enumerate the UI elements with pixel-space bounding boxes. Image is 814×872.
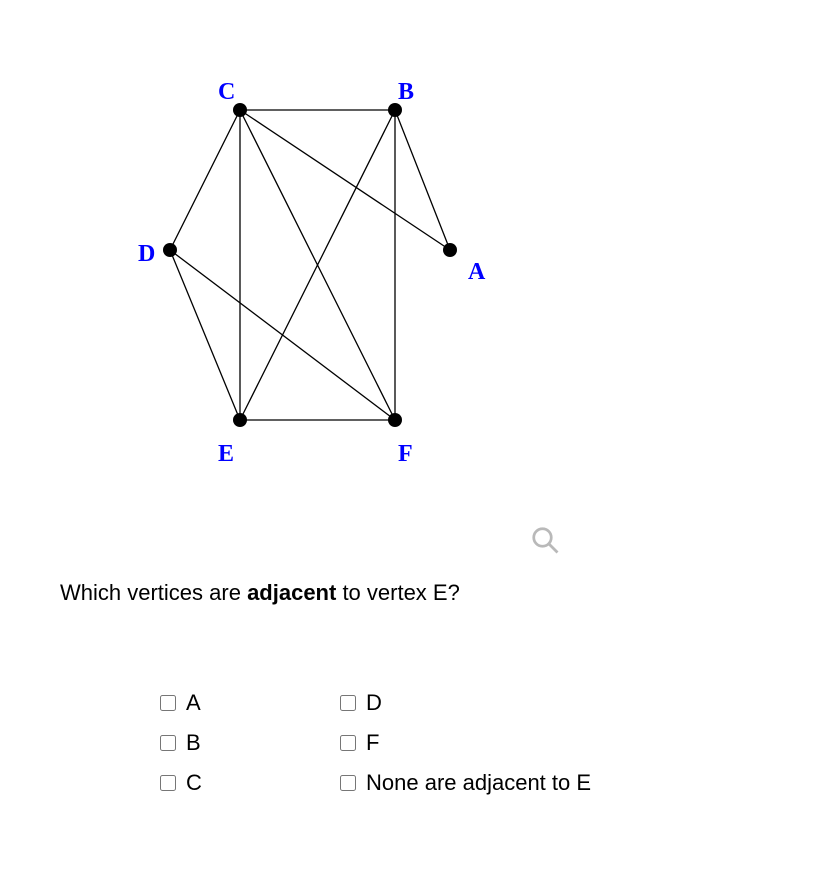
graph-diagram: ABCDEF — [100, 50, 600, 480]
options-grid: A D B F C None are adjacent to E — [160, 690, 760, 796]
graph-node-d — [163, 243, 177, 257]
option-label: B — [186, 730, 201, 756]
option-3[interactable]: F — [340, 730, 760, 756]
option-label: A — [186, 690, 201, 716]
graph-edge — [170, 250, 395, 420]
option-1[interactable]: D — [340, 690, 760, 716]
question-prefix: Which vertices are — [60, 580, 247, 605]
option-5[interactable]: None are adjacent to E — [340, 770, 760, 796]
graph-edge — [170, 250, 240, 420]
magnify-icon[interactable] — [530, 525, 560, 555]
question-bold: adjacent — [247, 580, 336, 605]
graph-node-f — [388, 413, 402, 427]
option-checkbox-3[interactable] — [340, 735, 356, 751]
graph-node-c — [233, 103, 247, 117]
graph-edge — [170, 110, 240, 250]
option-label: F — [366, 730, 379, 756]
option-label: C — [186, 770, 202, 796]
option-checkbox-4[interactable] — [160, 775, 176, 791]
option-checkbox-2[interactable] — [160, 735, 176, 751]
option-label: D — [366, 690, 382, 716]
graph-edge — [240, 110, 450, 250]
option-2[interactable]: B — [160, 730, 340, 756]
graph-node-b — [388, 103, 402, 117]
option-4[interactable]: C — [160, 770, 340, 796]
graph-node-a — [443, 243, 457, 257]
option-checkbox-1[interactable] — [340, 695, 356, 711]
question-suffix: to vertex E? — [336, 580, 460, 605]
graph-node-e — [233, 413, 247, 427]
option-0[interactable]: A — [160, 690, 340, 716]
option-checkbox-0[interactable] — [160, 695, 176, 711]
graph-edge — [395, 110, 450, 250]
option-checkbox-5[interactable] — [340, 775, 356, 791]
question-text: Which vertices are adjacent to vertex E? — [60, 580, 460, 606]
option-label: None are adjacent to E — [366, 770, 591, 796]
graph-svg — [100, 50, 600, 480]
